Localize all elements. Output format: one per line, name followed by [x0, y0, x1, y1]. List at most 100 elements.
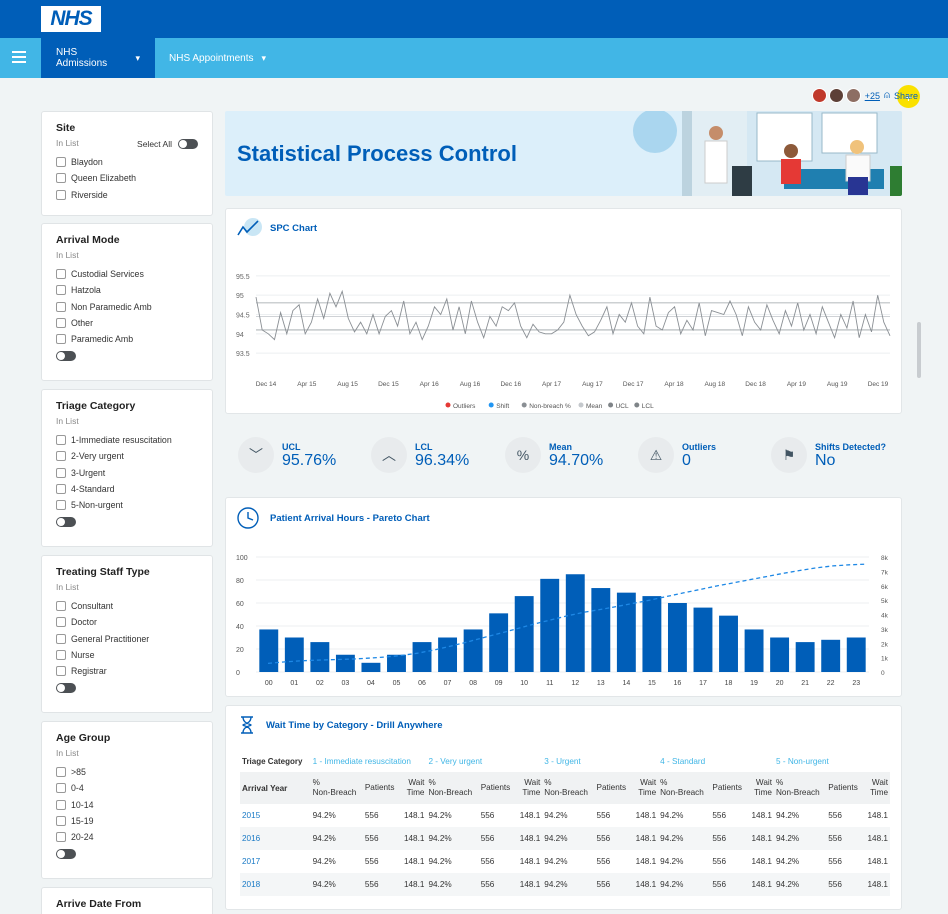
checkbox-option[interactable]: General Practitioner	[56, 631, 198, 647]
tab-nhs-admissions[interactable]: NHS Admissions ▾	[41, 38, 155, 78]
pareto-chart-card: Patient Arrival Hours - Pareto Chart 100…	[225, 497, 902, 697]
checkbox[interactable]	[56, 318, 66, 329]
checkbox-option[interactable]: Riverside	[56, 187, 198, 203]
category-header[interactable]: 4 - Standard	[660, 756, 706, 766]
checkbox-option[interactable]: 20-24	[56, 829, 198, 845]
checkbox[interactable]	[56, 799, 66, 810]
category-header[interactable]: 1 - Immediate resuscitation	[312, 756, 411, 766]
checkbox-option[interactable]: 15-19	[56, 813, 198, 829]
checkbox-option[interactable]: Other	[56, 315, 198, 331]
y-tick-label: 95	[236, 293, 244, 300]
collaborator-count[interactable]: +25	[864, 90, 880, 101]
share-button[interactable]: Share	[893, 90, 918, 101]
spc-chart[interactable]: 95.5 95 94.5 94 93.5 Dec 14 Apr 15 Aug 15 Dec 15…	[226, 209, 903, 415]
checkbox[interactable]	[56, 500, 66, 511]
tab-nhs-appointments[interactable]: NHS Appointments ▾	[169, 52, 267, 64]
checkbox[interactable]	[56, 601, 66, 612]
category-header[interactable]: 5 - Non-urgent	[775, 756, 829, 766]
checkbox[interactable]	[56, 269, 66, 280]
checkbox-option[interactable]: Nurse	[56, 647, 198, 663]
year-cell[interactable]: 2016	[242, 834, 261, 843]
checkbox[interactable]	[56, 650, 66, 661]
checkbox-option[interactable]: 1-Immediate resuscitation	[56, 432, 198, 448]
checkbox[interactable]	[56, 816, 66, 827]
toggle-switch[interactable]	[56, 849, 76, 860]
arrival-mode-filter: Arrival Mode In List Custodial Services …	[41, 223, 213, 381]
checkbox-option[interactable]: 5-Non-urgent	[56, 497, 198, 513]
checkbox[interactable]	[56, 832, 66, 843]
column-header: % Non-Breach	[775, 778, 820, 797]
year-cell[interactable]: 2018	[242, 880, 261, 889]
checkbox-option[interactable]: Queen Elizabeth	[56, 170, 198, 186]
checkbox[interactable]	[56, 334, 66, 345]
toggle-switch[interactable]	[56, 683, 76, 694]
checkbox[interactable]	[56, 484, 66, 495]
checkbox-option[interactable]: Registrar	[56, 663, 198, 679]
checkbox-option[interactable]: Non Paramedic Amb	[56, 299, 198, 315]
avatar[interactable]	[811, 88, 827, 103]
checkbox-option[interactable]: Hatzola	[56, 282, 198, 298]
legend-label: Outliers	[453, 403, 476, 410]
checkbox-option[interactable]: Custodial Services	[56, 266, 198, 282]
category-header[interactable]: 2 - Very urgent	[428, 756, 483, 766]
scrollbar[interactable]	[917, 322, 921, 378]
x-tick-label: 11	[546, 680, 553, 687]
checkbox[interactable]	[56, 617, 66, 628]
column-header: Patients	[828, 783, 858, 792]
top-header: NHS	[0, 0, 948, 38]
checkbox[interactable]	[56, 285, 66, 296]
checkbox-option[interactable]: 2-Very urgent	[56, 448, 198, 464]
column-header: Patients	[596, 783, 627, 792]
checkbox[interactable]	[56, 451, 66, 462]
toggle-switch[interactable]	[178, 139, 198, 149]
checkbox-option[interactable]: 10-14	[56, 797, 198, 813]
avatar[interactable]	[845, 88, 861, 103]
y-tick-label: 0	[236, 670, 240, 677]
checkbox[interactable]	[56, 467, 66, 478]
checkbox[interactable]	[56, 633, 66, 644]
checkbox-option[interactable]: >85	[56, 764, 198, 780]
select-all-toggle[interactable]: Select All	[137, 139, 198, 149]
checkbox[interactable]	[56, 783, 66, 794]
x-tick-label: 03	[341, 680, 349, 687]
avatar[interactable]	[828, 88, 844, 103]
checkbox[interactable]	[56, 301, 66, 312]
y-tick-label: 40	[236, 624, 244, 631]
checkbox[interactable]	[56, 189, 66, 200]
checkbox[interactable]	[56, 173, 66, 184]
category-header[interactable]: 3 - Urgent	[544, 756, 581, 766]
toggle-switch[interactable]	[56, 517, 76, 528]
toggle-switch[interactable]	[56, 351, 76, 362]
bar	[514, 596, 534, 672]
wait-cell: 148.1	[635, 857, 657, 866]
legend-label: UCL	[616, 403, 629, 410]
menu-icon[interactable]	[12, 51, 26, 63]
checkbox[interactable]	[56, 157, 66, 168]
checkbox-option[interactable]: Paramedic Amb	[56, 331, 198, 347]
checkbox-option[interactable]: 3-Urgent	[56, 465, 198, 481]
add-button[interactable]: +	[897, 85, 920, 108]
checkbox-option[interactable]: 0-4	[56, 780, 198, 796]
checkbox-option[interactable]: Consultant	[56, 598, 198, 614]
year-cell[interactable]: 2017	[242, 857, 261, 866]
nhs-logo[interactable]: NHS	[41, 6, 101, 32]
wait-cell: 148.1	[751, 857, 772, 866]
wait-cell: 148.1	[519, 857, 541, 866]
checkbox[interactable]	[56, 666, 66, 677]
checkbox[interactable]	[56, 767, 66, 778]
legend-marker	[521, 402, 527, 408]
pct-cell: 94.2%	[775, 811, 800, 820]
table-row: 2015 94.2% 556 148.1 94.2% 556 148.1 94.2% 556 14…	[240, 804, 890, 827]
checkbox-option[interactable]: Doctor	[56, 614, 198, 630]
year-cell[interactable]: 2015	[242, 811, 261, 820]
y2-tick-label: 7k	[881, 569, 889, 576]
x-tick-label: 20	[776, 680, 784, 687]
y2-tick-label: 8k	[881, 555, 889, 562]
checkbox-option[interactable]: 4-Standard	[56, 481, 198, 497]
bar	[744, 629, 764, 672]
checkbox[interactable]	[56, 435, 66, 446]
checkbox-option[interactable]: Blaydon	[56, 154, 198, 170]
y2-tick-label: 6k	[881, 584, 889, 591]
arrive-date-from-filter[interactable]: Arrive Date From	[41, 887, 213, 914]
